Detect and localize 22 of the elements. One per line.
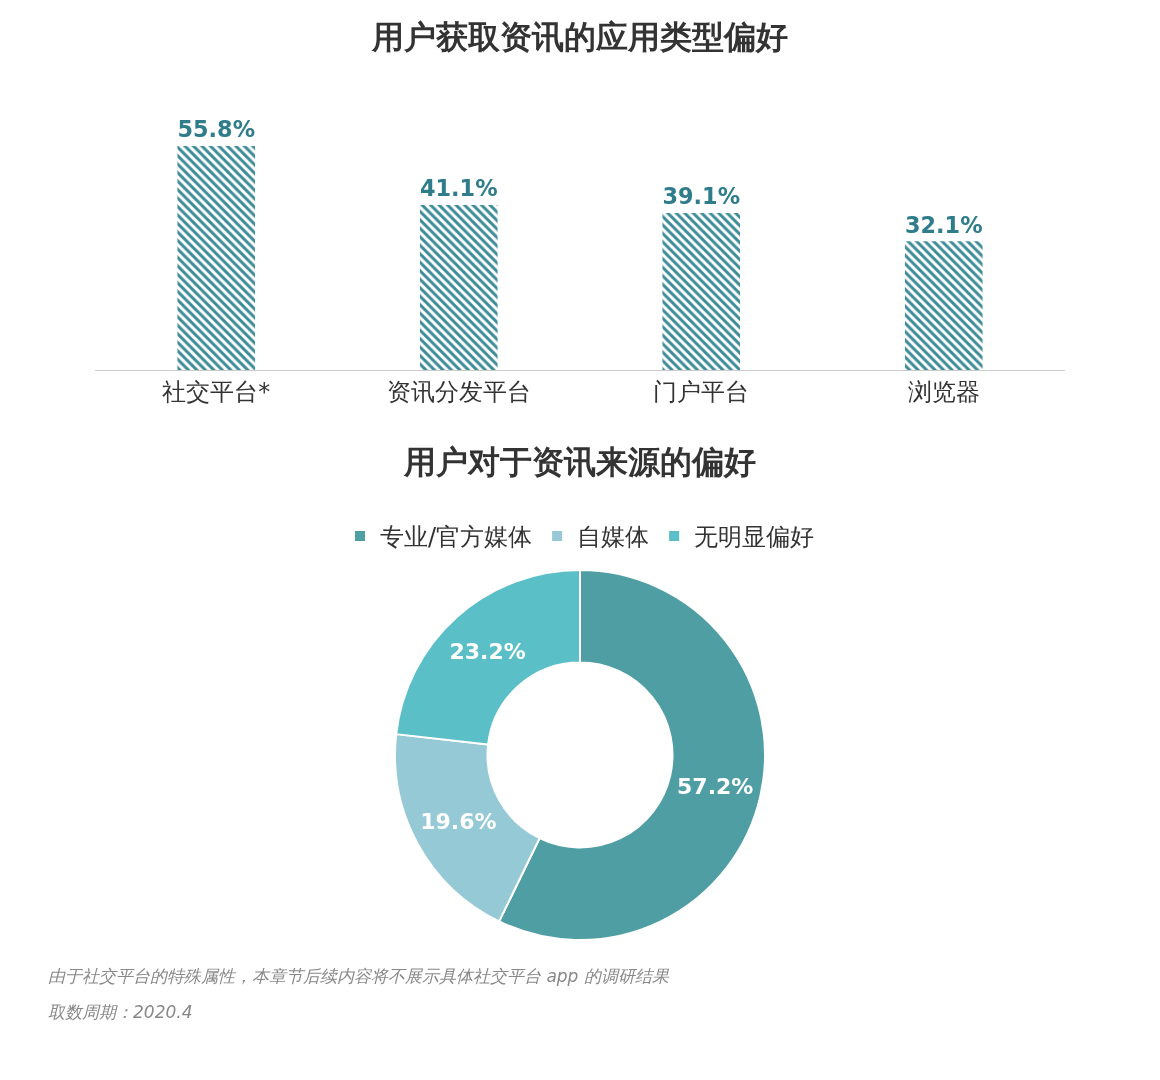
x-tick-label: 浏览器 [907, 377, 980, 406]
chart-title: 用户获取资讯的应用类型偏好 [371, 18, 788, 57]
chart-title: 用户对于资讯来源的偏好 [403, 443, 756, 482]
legend-label: 专业/官方媒体 [380, 523, 533, 552]
data-label: 19.6% [420, 809, 497, 835]
bar [177, 146, 256, 370]
bar [904, 241, 983, 370]
data-label: 41.1% [419, 175, 498, 202]
text: 取数周期：2020.4 [48, 1001, 194, 1024]
bar [662, 213, 741, 370]
data-label: 39.1% [662, 183, 741, 210]
x-tick-label: 资讯分发平台 [386, 377, 531, 406]
data-label: 32.1% [904, 211, 983, 238]
data-label: 55.8% [177, 116, 256, 143]
legend-label: 自媒体 [577, 523, 650, 552]
text: 由于社交平台的特殊属性，本章节后续内容将不展示具体社交平台 app 的调研结果 [48, 965, 671, 988]
data-label: 57.2% [677, 773, 754, 799]
legend-label: 无明显偏好 [694, 523, 815, 552]
bar [419, 205, 498, 370]
data-label: 23.2% [449, 639, 526, 664]
x-tick-label: 社交平台* [162, 377, 271, 406]
x-tick-label: 门户平台 [653, 377, 750, 406]
